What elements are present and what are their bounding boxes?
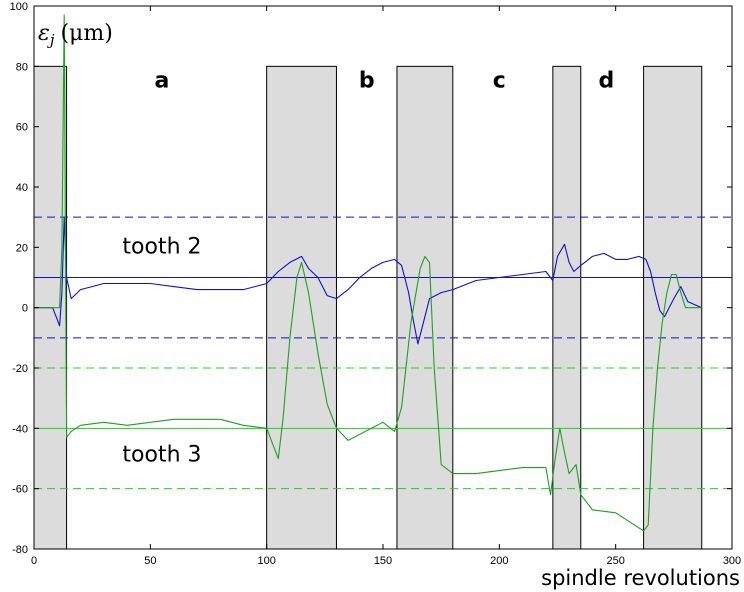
region-label-c: c: [493, 68, 506, 93]
series-annotation-1: tooth 2: [122, 234, 201, 259]
y-axis-label-unit: (μm): [60, 21, 112, 46]
y-tick-label: 100: [10, 1, 28, 13]
axis-ticks: 0 50 100 150 200 250 300 -80 -60 -40 -20 0 20 40 60 80 1…: [10, 1, 742, 567]
series-line-2: [34, 14, 702, 532]
y-tick-label: 80: [16, 61, 28, 73]
region-label-a: a: [155, 68, 170, 93]
y-tick-label: -20: [12, 363, 28, 375]
y-tick-label: 60: [16, 122, 28, 134]
y-axis-label-symbol: ε: [38, 21, 50, 46]
region-label-b: b: [359, 68, 375, 93]
x-tick-label: 300: [723, 555, 741, 567]
x-axis-label: spindle revolutions: [541, 566, 740, 590]
reference-lines: [34, 216, 732, 490]
y-axis-label: εj (μm): [38, 21, 113, 49]
shaded-region-4: [552, 65, 582, 550]
y-tick-label: 0: [22, 303, 28, 315]
y-tick-label: -40: [12, 423, 28, 435]
y-tick-label: -60: [12, 484, 28, 496]
chart-labels: a b c d tooth 2 tooth 3: [122, 68, 614, 467]
y-tick-label: -80: [12, 544, 28, 556]
shaded-regions: [33, 65, 703, 550]
y-tick-label: 20: [16, 242, 28, 254]
x-tick-label: 200: [490, 555, 508, 567]
x-tick-label: 250: [606, 555, 624, 567]
x-tick-label: 150: [374, 555, 392, 567]
y-axis-label-subscript: j: [47, 31, 55, 49]
x-tick-label: 0: [31, 555, 37, 567]
shaded-region-3: [396, 65, 454, 550]
x-tick-label: 50: [144, 555, 156, 567]
series-annotation-2: tooth 3: [122, 443, 201, 468]
data-series: [34, 14, 703, 532]
x-tick-label: 100: [257, 555, 275, 567]
y-tick-label: 40: [16, 182, 28, 194]
shaded-region-2: [266, 65, 337, 550]
series-line-1: [34, 216, 703, 345]
region-label-d: d: [598, 68, 614, 93]
